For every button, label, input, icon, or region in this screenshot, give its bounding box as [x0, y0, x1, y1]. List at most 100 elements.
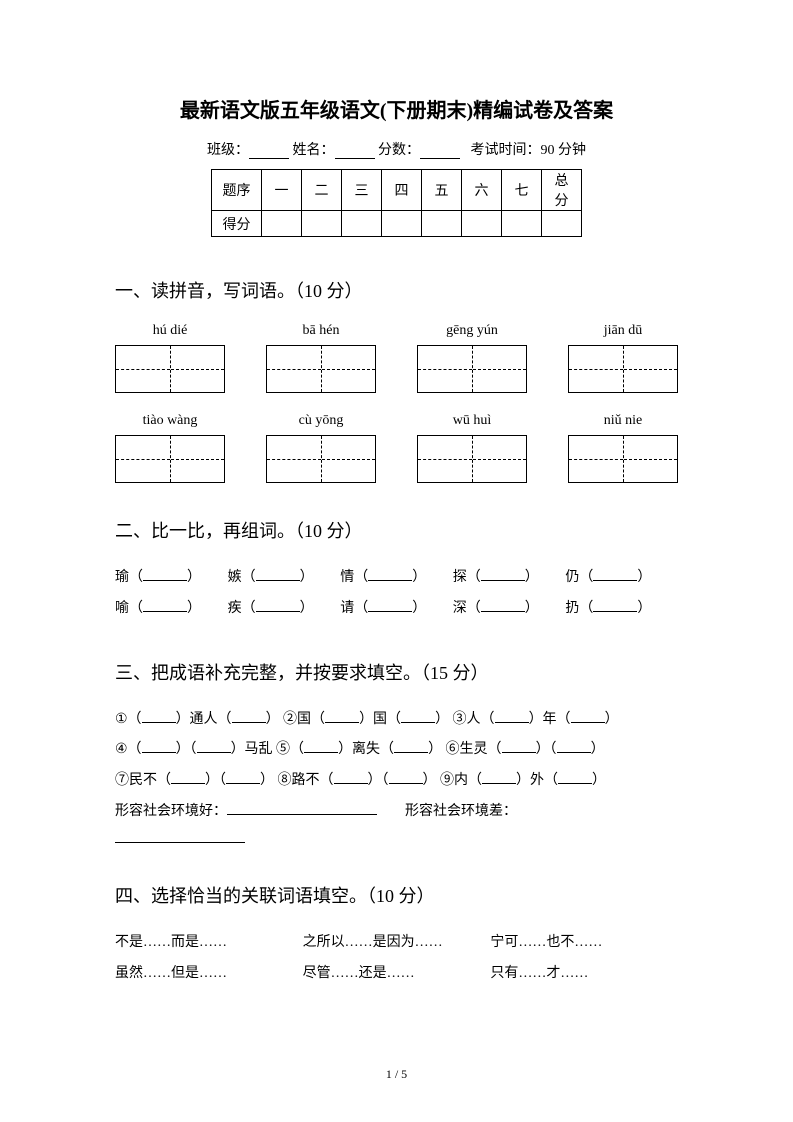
pinyin-label: cù yōng	[266, 413, 376, 429]
fill-blank[interactable]	[197, 752, 231, 753]
fill-blank[interactable]	[256, 580, 300, 581]
word-compare-row: 喻（） 疾（） 请（） 深（） 扔（）	[115, 594, 678, 625]
col-header: 三	[342, 170, 382, 211]
fill-blank[interactable]	[593, 580, 637, 581]
score-blank[interactable]	[420, 158, 460, 159]
word-item: 瑜（）	[115, 563, 228, 594]
conjunction-row: 不是……而是…… 之所以……是因为…… 宁可……也不……	[115, 928, 678, 959]
pinyin-label: jiān dū	[568, 323, 678, 339]
idiom-line: ④（）（）马乱 ⑤（）离失（） ⑥生灵（）（）	[115, 735, 678, 766]
word-item: 情（）	[340, 563, 453, 594]
col-header: 二	[302, 170, 342, 211]
fill-blank[interactable]	[171, 783, 205, 784]
col-header: 四	[382, 170, 422, 211]
word-item: 扔（）	[565, 594, 678, 625]
fill-blank[interactable]	[394, 752, 428, 753]
score-cell[interactable]	[262, 211, 302, 237]
info-line: 班级： 姓名： 分数： 考试时间：90 分钟	[115, 139, 678, 159]
word-item: 探（）	[453, 563, 566, 594]
fill-blank[interactable]	[304, 752, 338, 753]
col-header: 六	[462, 170, 502, 211]
table-row: 题序 一 二 三 四 五 六 七 总分	[212, 170, 582, 211]
word-item: 深（）	[453, 594, 566, 625]
score-cell[interactable]	[462, 211, 502, 237]
word-item: 请（）	[340, 594, 453, 625]
fill-blank[interactable]	[481, 580, 525, 581]
fill-blank[interactable]	[142, 752, 176, 753]
fill-blank[interactable]	[115, 842, 245, 843]
section-4-heading: 四、选择恰当的关联词语填空。（10 分）	[115, 882, 678, 908]
page-number: 1 / 5	[0, 1067, 793, 1082]
fill-blank[interactable]	[495, 722, 529, 723]
fill-blank[interactable]	[142, 722, 176, 723]
conjunction-item: 之所以……是因为……	[303, 928, 491, 959]
idiom-line: ①（）通人（） ②国（）国（） ③人（）年（）	[115, 705, 678, 736]
word-item: 嫉（）	[228, 563, 341, 594]
class-blank[interactable]	[249, 158, 289, 159]
pinyin-label: niǔ nie	[568, 413, 678, 429]
pinyin-label: wū huì	[417, 413, 527, 429]
char-box-row	[115, 435, 678, 483]
fill-blank[interactable]	[256, 611, 300, 612]
char-box[interactable]	[568, 345, 678, 393]
score-cell[interactable]	[342, 211, 382, 237]
fill-blank[interactable]	[325, 722, 359, 723]
section-1-heading: 一、读拼音，写词语。（10 分）	[115, 277, 678, 303]
score-cell[interactable]	[502, 211, 542, 237]
col-header: 七	[502, 170, 542, 211]
fill-blank[interactable]	[557, 752, 591, 753]
col-header: 五	[422, 170, 462, 211]
conjunction-item: 尽管……还是……	[303, 959, 491, 990]
fill-blank[interactable]	[502, 752, 536, 753]
char-box[interactable]	[115, 345, 225, 393]
conjunction-item: 宁可……也不……	[490, 928, 678, 959]
col-header: 一	[262, 170, 302, 211]
fill-blank[interactable]	[571, 722, 605, 723]
word-item: 喻（）	[115, 594, 228, 625]
fill-blank[interactable]	[593, 611, 637, 612]
name-blank[interactable]	[335, 158, 375, 159]
fill-blank[interactable]	[334, 783, 368, 784]
conjunction-row: 虽然……但是…… 尽管……还是…… 只有……才……	[115, 959, 678, 990]
pinyin-row: tiào wàng cù yōng wū huì niǔ nie	[115, 413, 678, 429]
char-box[interactable]	[266, 435, 376, 483]
conjunction-item: 不是……而是……	[115, 928, 303, 959]
fill-blank[interactable]	[232, 722, 266, 723]
score-cell[interactable]	[302, 211, 342, 237]
page-title: 最新语文版五年级语文(下册期末)精编试卷及答案	[115, 94, 678, 123]
pinyin-label: tiào wàng	[115, 413, 225, 429]
fill-blank[interactable]	[481, 611, 525, 612]
fill-blank[interactable]	[482, 783, 516, 784]
char-box[interactable]	[417, 435, 527, 483]
char-box[interactable]	[266, 345, 376, 393]
fill-blank[interactable]	[143, 611, 187, 612]
pinyin-label: gēng yún	[417, 323, 527, 339]
score-table: 题序 一 二 三 四 五 六 七 总分 得分	[211, 169, 582, 237]
row-label: 得分	[212, 211, 262, 237]
score-cell[interactable]	[422, 211, 462, 237]
score-cell[interactable]	[542, 211, 582, 237]
fill-blank[interactable]	[227, 814, 377, 815]
score-cell[interactable]	[382, 211, 422, 237]
section-3-heading: 三、把成语补充完整，并按要求填空。（15 分）	[115, 659, 678, 685]
char-box[interactable]	[115, 435, 225, 483]
fill-blank[interactable]	[143, 580, 187, 581]
char-box[interactable]	[568, 435, 678, 483]
fill-blank[interactable]	[368, 580, 412, 581]
fill-blank[interactable]	[401, 722, 435, 723]
section-2-heading: 二、比一比，再组词。（10 分）	[115, 517, 678, 543]
pinyin-label: hú dié	[115, 323, 225, 339]
conjunction-item: 虽然……但是……	[115, 959, 303, 990]
fill-blank[interactable]	[389, 783, 423, 784]
class-label: 班级：	[207, 143, 249, 158]
idiom-line: ⑦民不（）（） ⑧路不（）（） ⑨内（）外（）	[115, 766, 678, 797]
char-box-row	[115, 345, 678, 393]
char-box[interactable]	[417, 345, 527, 393]
table-row: 得分	[212, 211, 582, 237]
conjunction-item: 只有……才……	[490, 959, 678, 990]
score-label: 分数：	[378, 143, 420, 158]
pinyin-row: hú dié bā hén gēng yún jiān dū	[115, 323, 678, 339]
fill-blank[interactable]	[558, 783, 592, 784]
fill-blank[interactable]	[368, 611, 412, 612]
fill-blank[interactable]	[226, 783, 260, 784]
